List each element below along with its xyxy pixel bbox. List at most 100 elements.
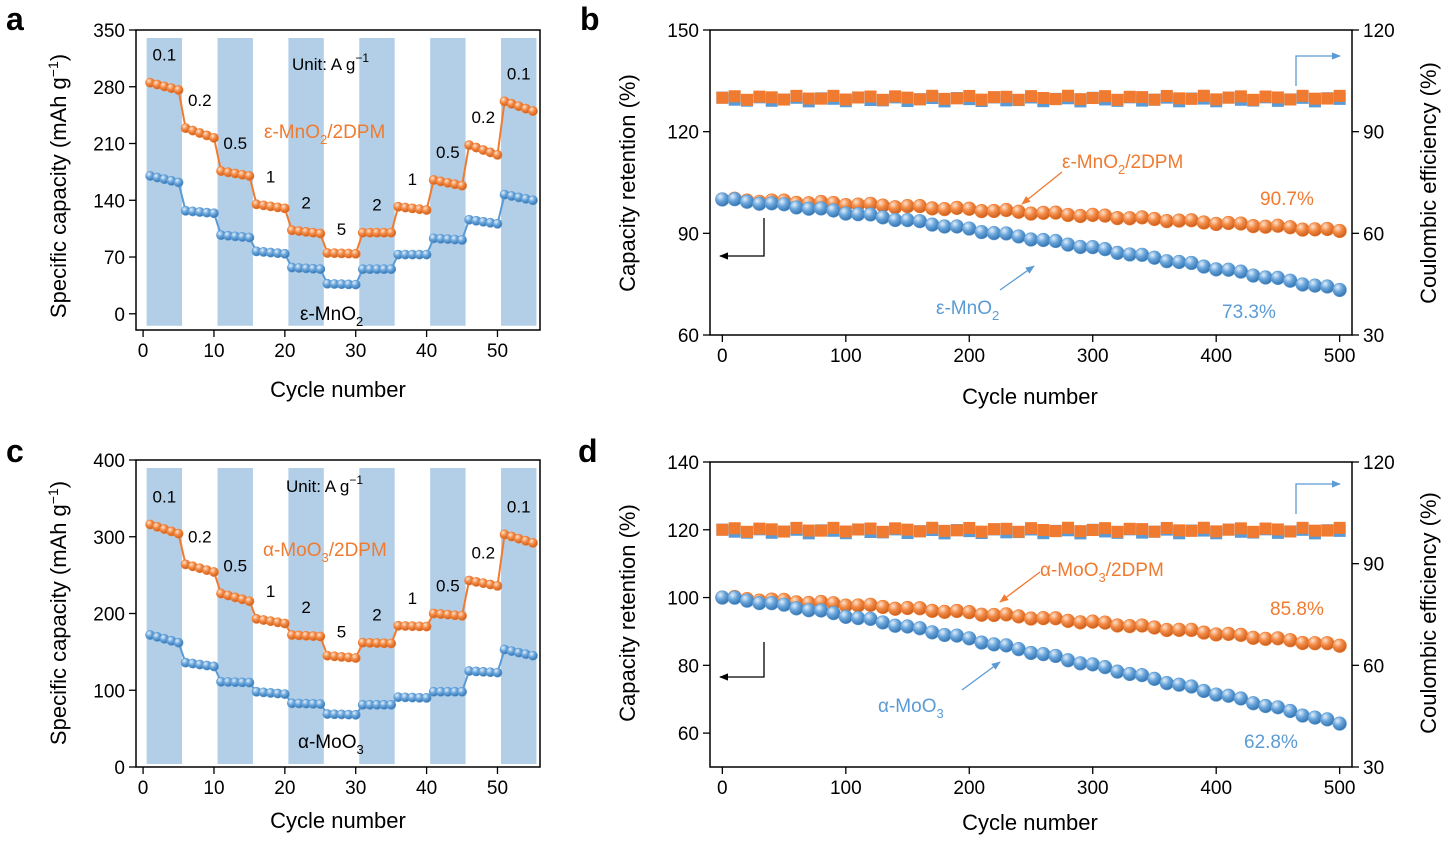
data-point [173,528,184,539]
series-label-modified: ε-MnO2/2DPM [1062,152,1183,177]
retention-point [1332,223,1347,239]
rate-bands [146,468,537,764]
ce-point [1173,524,1186,537]
retention-point [1085,614,1100,629]
data-point [528,195,538,206]
retention-point [1172,622,1187,637]
x-tick-label: 100 [830,346,862,367]
ce-point [963,521,976,534]
rate-label: 0.1 [507,64,531,83]
panel-letter-a: a [6,1,24,37]
x-tick-label: 20 [274,341,295,362]
x-tick-label: 40 [416,778,437,799]
rate-label: 0.5 [436,577,460,596]
retention-point [1221,626,1236,641]
x-tick-label: 0 [717,778,728,799]
retention-point [1283,273,1298,288]
ce-point [839,525,852,538]
retention-point [1097,242,1113,257]
x-tick-label: 200 [953,346,985,367]
ce-point [864,90,877,103]
x-tick-label: 30 [345,341,366,362]
data-point [457,686,467,697]
panel-a: a 0 10 20 30 40 50 0 70 140 210 280 350 0.1 0.2 0.5 1… [6,1,541,402]
ce-point [839,93,852,106]
y-axis-title: Specific capacity (mAh g−1) [45,481,71,745]
ce-point [1086,92,1099,105]
y2-tick-label: 90 [1363,555,1384,576]
ce-point [1173,92,1186,105]
ce-point [1259,90,1272,103]
data-point [492,667,503,678]
y-tick-label: 120 [667,521,699,542]
retention-point [863,597,878,612]
y2-tick-label: 60 [1363,656,1384,677]
x-axis-ticks: 0 10 20 30 40 50 [138,330,508,362]
retention-point [962,631,977,646]
data-point [173,85,184,95]
y-axis-ticks: 60 80 100 120 140 [667,453,710,745]
retention-point [974,607,989,622]
retention-point [1295,222,1310,237]
retention-point [1110,210,1125,226]
retention-point [937,202,952,217]
retention-point [974,203,989,219]
ce-point [1123,522,1136,535]
rate-label: 0.1 [153,487,177,506]
retention-point [925,201,940,216]
data-point [386,227,397,238]
series-arrow-base [999,265,1035,291]
x-tick-label: 400 [1200,778,1232,799]
ce-point [1321,524,1334,537]
ce-point [1049,93,1062,106]
ce-point [827,89,840,102]
data-point [173,637,184,648]
ce-point [1210,93,1223,106]
retention-point [1307,710,1323,725]
ce-point [1247,525,1260,538]
ce-point [1210,525,1223,538]
retention-point [1097,208,1113,223]
rate-band [217,38,253,326]
rate-label: 0.1 [153,46,177,65]
x-tick-label: 100 [830,778,862,799]
ce-point [1074,525,1087,538]
retention-point [1307,636,1323,651]
ce-point [1296,521,1309,534]
retention-point [1283,220,1298,235]
data-point [209,132,219,143]
ce-point [926,89,939,102]
rate-label: 0.2 [188,91,212,110]
ce-point [975,525,988,538]
retention-point [826,606,841,621]
y-axis-ticks: 0 100 200 300 400 [93,451,136,779]
retention-point [1110,245,1125,261]
panel-letter-d: d [578,433,598,469]
retention-point [1097,615,1113,630]
x-axis-ticks: 0 100 200 300 400 500 [717,767,1356,799]
rate-label: 1 [266,167,275,186]
retention-point [1307,222,1323,237]
retention-point [1085,207,1100,223]
plot-frame [709,29,1353,336]
retention-point [715,590,730,605]
x-tick-label: 200 [953,778,985,799]
retention-point [838,206,853,221]
retention-point [826,203,841,218]
rate-label: 1 [408,589,417,608]
retention-point [1135,210,1150,225]
retention-point [1270,270,1286,286]
ce-point [1333,521,1346,534]
ce-point [1025,90,1037,103]
retention-point [1172,677,1187,692]
ce-point [1197,89,1210,102]
x-tick-label: 300 [1077,346,1109,367]
retention-point [937,604,952,619]
retention-point [1011,609,1026,624]
data-point [173,177,184,188]
axis-pointer-right [1295,52,1341,86]
retention-point [962,605,977,620]
ce-point [1222,91,1235,104]
data-point [350,653,361,663]
